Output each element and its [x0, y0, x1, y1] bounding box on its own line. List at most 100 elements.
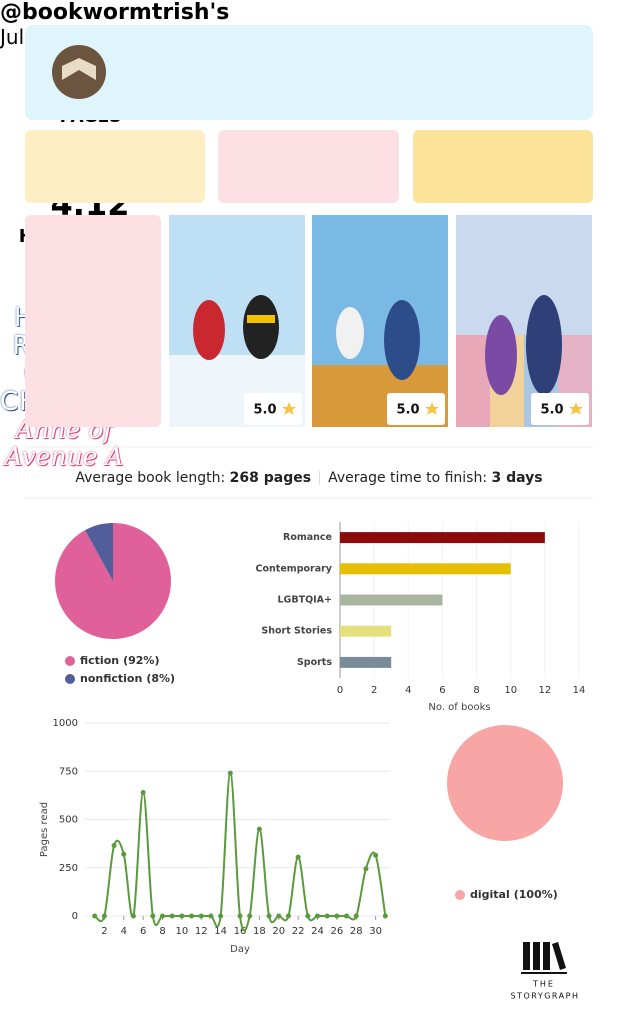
cover-figure — [526, 295, 562, 395]
point — [150, 913, 156, 919]
y-tick-label: 750 — [59, 766, 78, 777]
y-tick-label: 250 — [59, 863, 78, 874]
brand-top: THE — [532, 980, 555, 989]
cover-figure — [336, 307, 364, 359]
x-tick-label: 4 — [405, 685, 411, 696]
point — [189, 913, 195, 919]
point — [130, 913, 136, 919]
y-axis-label: Pages read — [39, 802, 50, 857]
stat-box — [413, 130, 593, 203]
bar — [340, 532, 545, 544]
avatar-book — [62, 58, 96, 80]
point — [179, 913, 185, 919]
logo — [521, 942, 567, 974]
x-tick-label: 20 — [272, 926, 285, 937]
x-tick-label: 18 — [253, 926, 266, 937]
x-tick-label: 8 — [159, 926, 165, 937]
y-tick-label: 1000 — [53, 718, 78, 729]
rating-badge — [387, 393, 445, 425]
point — [353, 913, 359, 919]
y-tick-label: 500 — [59, 815, 78, 826]
x-tick-label: 8 — [473, 685, 479, 696]
point — [266, 913, 272, 919]
legend-label: digital (100%) — [470, 888, 558, 901]
summary-value: 3 days — [491, 470, 543, 486]
point — [295, 854, 301, 860]
x-tick-label: 10 — [176, 926, 189, 937]
x-tick-label: 14 — [214, 926, 227, 937]
point — [227, 770, 233, 776]
cover-figure — [485, 315, 517, 395]
x-tick-label: 16 — [234, 926, 247, 937]
star-icon — [425, 402, 439, 415]
x-axis-label: Day — [230, 944, 250, 955]
point — [111, 843, 117, 849]
legend-value: (8%) — [146, 672, 175, 685]
legend-value: (92%) — [123, 654, 159, 667]
x-tick-label: 30 — [369, 926, 382, 937]
y-tick-label: 0 — [72, 911, 78, 922]
point — [382, 913, 388, 919]
title: @bookwormtrish's — [0, 0, 230, 25]
rating-badge — [531, 393, 589, 425]
x-tick-label: 26 — [331, 926, 344, 937]
legend-dot — [65, 674, 75, 684]
summary-value: 268 pages — [229, 470, 312, 486]
bar — [340, 594, 443, 606]
pie-slice — [447, 725, 563, 841]
legend-label: nonfiction (8%) — [80, 672, 175, 685]
legend-name: digital — [470, 888, 510, 901]
summary-label: Average time to finish: — [328, 470, 488, 486]
cover-figure — [384, 300, 420, 380]
pie-slice — [54, 523, 171, 640]
legend-dot — [455, 890, 465, 900]
y-tick-label: Short Stories — [261, 626, 332, 637]
legend-name: fiction — [80, 654, 119, 667]
legend-name: nonfiction — [80, 672, 142, 685]
point — [334, 913, 340, 919]
x-axis-label: No. of books — [428, 702, 490, 713]
summary: Average book length: 268 pages Average ti… — [0, 470, 618, 486]
y-tick-label: Romance — [283, 532, 332, 543]
point — [373, 852, 379, 858]
point — [324, 913, 330, 919]
point — [208, 913, 214, 919]
point — [315, 913, 320, 919]
header-box — [25, 25, 593, 120]
stat-box — [218, 130, 399, 203]
point — [344, 913, 350, 919]
pie-slice — [85, 523, 113, 581]
point — [101, 913, 107, 919]
point — [121, 851, 127, 857]
point — [247, 913, 253, 919]
stat-box — [25, 130, 205, 203]
x-tick-label: 6 — [439, 685, 445, 696]
point — [169, 913, 175, 919]
x-tick-label: 6 — [140, 926, 146, 937]
avatar — [52, 45, 106, 99]
point — [256, 826, 262, 832]
point — [363, 866, 369, 872]
point — [285, 913, 291, 919]
point — [92, 913, 98, 919]
point — [198, 913, 204, 919]
x-tick-label: 2 — [101, 926, 107, 937]
separator — [319, 471, 321, 485]
legend-value: (100%) — [514, 888, 558, 901]
x-tick-label: 12 — [538, 685, 551, 696]
point — [305, 913, 311, 919]
x-tick-label: 4 — [121, 926, 127, 937]
point — [140, 789, 146, 795]
bar — [340, 563, 511, 575]
x-tick-label: 12 — [195, 926, 208, 937]
star-icon — [282, 402, 296, 415]
x-tick-label: 0 — [337, 685, 343, 696]
x-tick-label: 22 — [292, 926, 305, 937]
star-icon — [569, 402, 583, 415]
x-tick-label: 28 — [350, 926, 363, 937]
cover-stripe — [247, 315, 275, 323]
point — [160, 913, 165, 919]
summary-label: Average book length: — [75, 470, 226, 486]
